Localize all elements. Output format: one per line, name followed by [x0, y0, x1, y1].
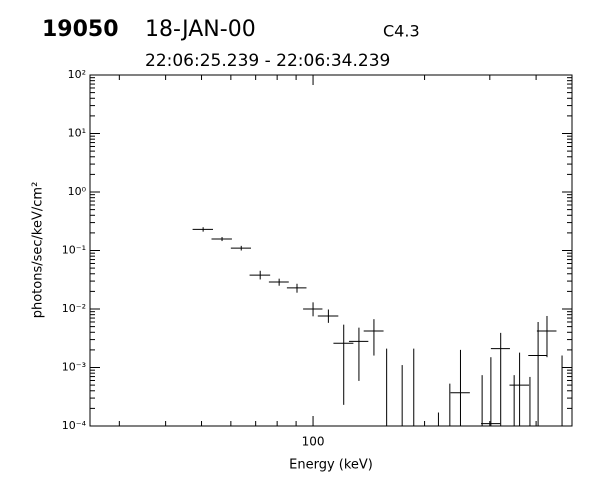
y-axis-label: photons/sec/keV/cm² [31, 182, 46, 319]
x-tick-label: 100 [302, 435, 325, 449]
class-label: C4.3 [383, 22, 420, 41]
y-tick-label: 10⁻² [62, 302, 86, 315]
chart-title: 19050 [42, 17, 119, 42]
plot-frame [89, 74, 573, 427]
date-label: 18-JAN-00 [145, 17, 256, 42]
y-tick-label: 10⁻⁴ [62, 419, 87, 432]
x-axis-label: Energy (keV) [289, 458, 373, 473]
data-layer [192, 227, 563, 426]
y-tick-label: 10¹ [68, 127, 86, 140]
y-tick-label: 10² [68, 68, 86, 81]
y-tick-label: 10⁰ [68, 185, 87, 198]
y-tick-label: 10⁻³ [62, 361, 86, 374]
chart-subtitle: 22:06:25.239 - 22:06:34.239 [145, 51, 390, 71]
y-tick-label: 10⁻¹ [62, 244, 86, 257]
